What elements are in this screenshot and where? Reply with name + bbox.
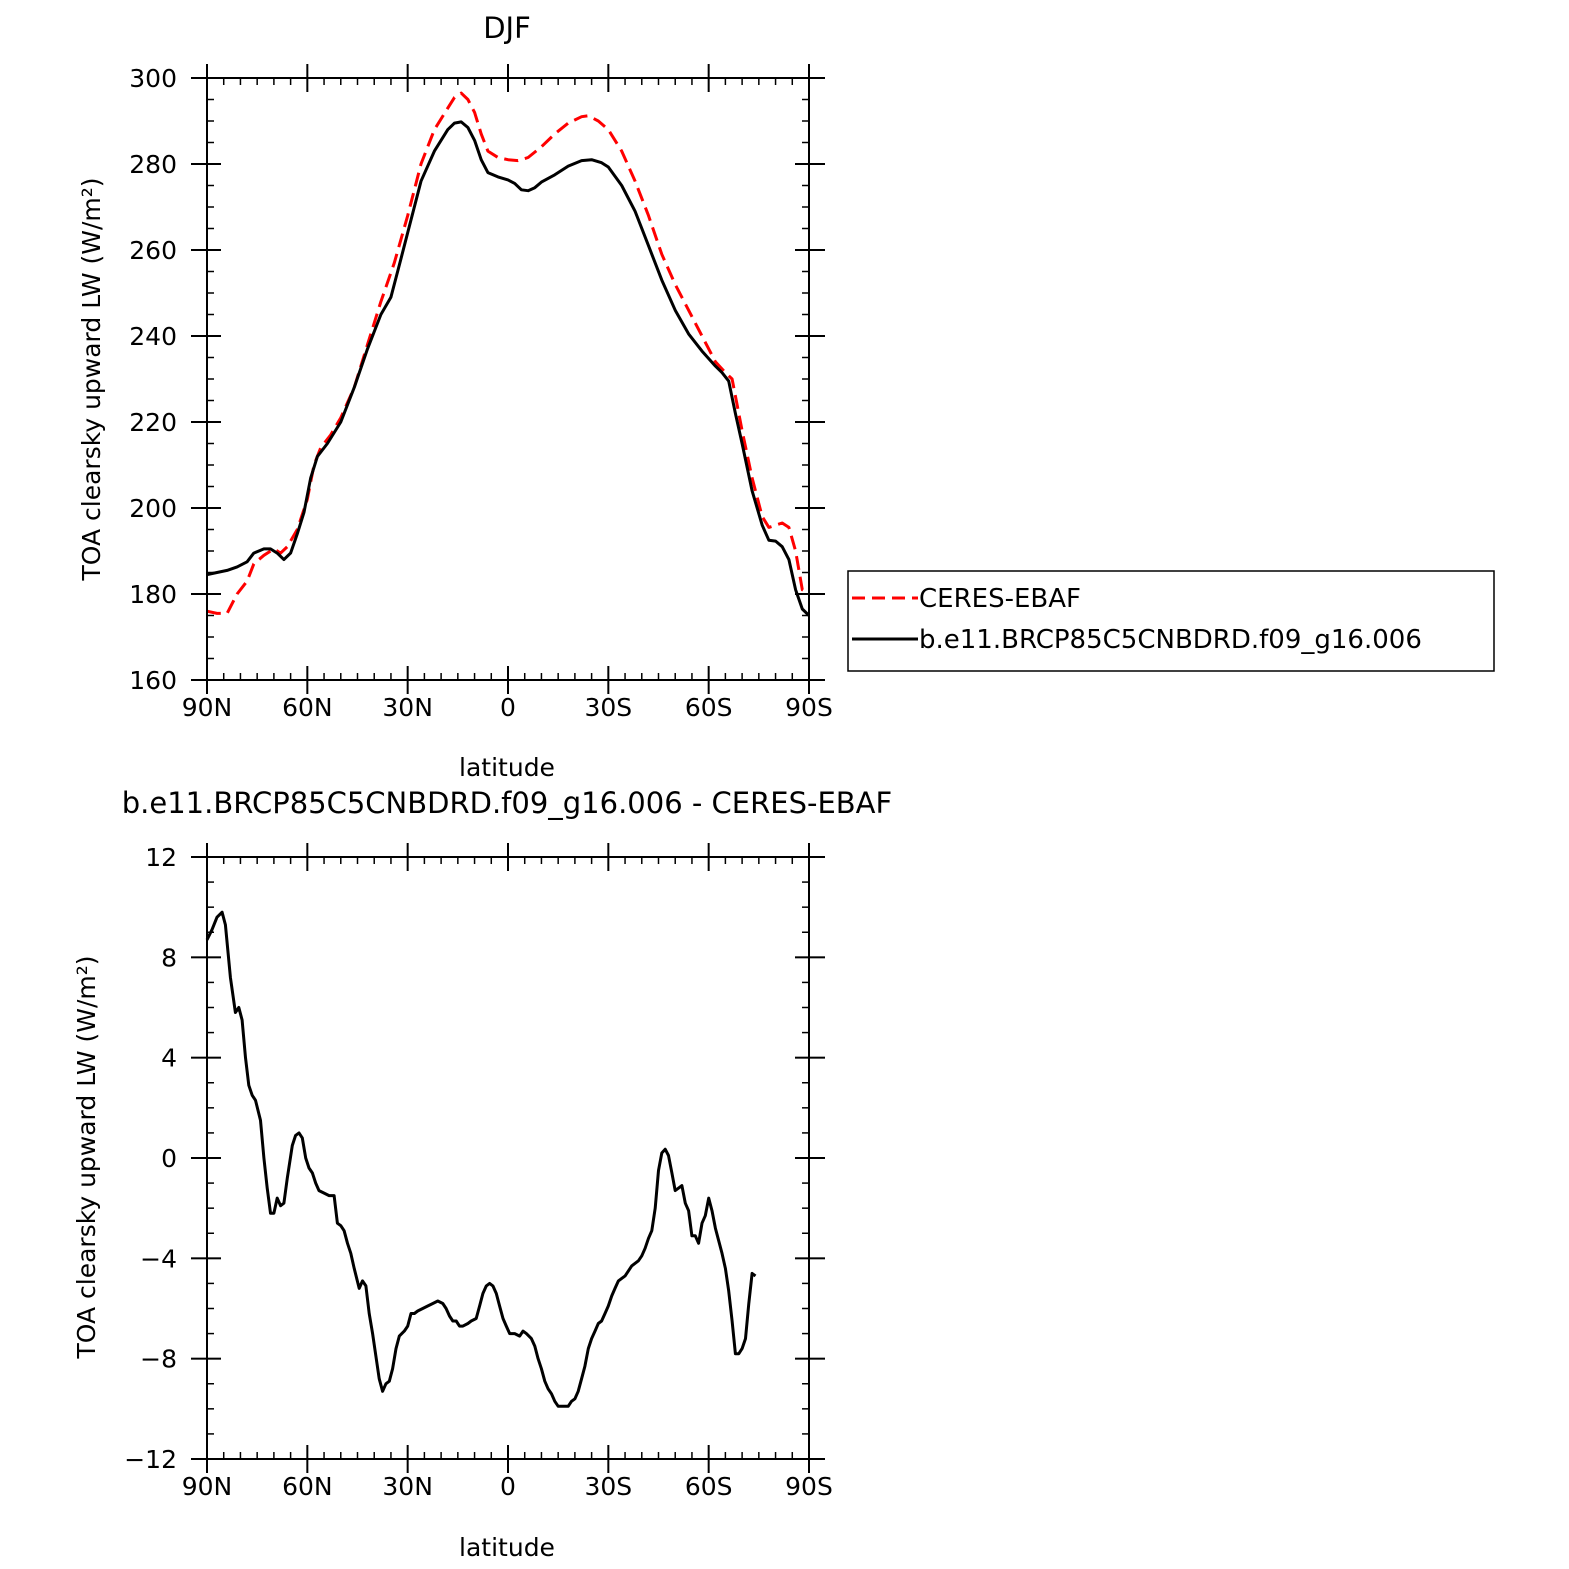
bottom-chart-ticks: 90N 60N 30N 0 30S 60S 90S −12 −8 −4 0 4 8 12 (124, 843, 833, 1501)
bottom-chart-xtick-label: 90N (182, 1472, 233, 1501)
bottom-chart-xtick-label: 60N (282, 1472, 333, 1501)
top-chart-ylabel: TOA clearsky upward LW (W/m²) (77, 177, 106, 581)
bottom-chart-lines (205, 910, 757, 1408)
legend-label-model: b.e11.BRCP85C5CNBDRD.f09_g16.006 (919, 625, 1422, 655)
top-chart-xtick-label: 0 (500, 693, 516, 722)
bottom-chart-ytick-label: 12 (145, 843, 177, 872)
top-chart-ytick-label: 200 (129, 494, 177, 523)
top-chart-lines (206, 91, 811, 617)
bottom-chart-ylabel: TOA clearsky upward LW (W/m²) (72, 955, 101, 1359)
bottom-chart-xlabel: latitude (459, 1533, 555, 1562)
top-chart-xtick-label: 30N (382, 693, 433, 722)
bottom-chart-xtick-label: 90S (785, 1472, 833, 1501)
bottom-chart-xtick-label: 60S (685, 1472, 733, 1501)
top-chart-frame (206, 77, 810, 681)
bottom-chart-xtick-label: 30N (382, 1472, 433, 1501)
bottom-chart-ytick-label: −4 (140, 1244, 177, 1273)
top-chart-ytick-label: 220 (129, 408, 177, 437)
top-chart: DJF TOA clearsky upward LW (W/m²) latitu… (77, 11, 833, 782)
bottom-chart-ytick-label: 8 (161, 943, 177, 972)
top-chart-ytick-label: 300 (129, 64, 177, 93)
legend-box (847, 570, 1495, 672)
top-chart-xtick-label: 90S (785, 693, 833, 722)
bottom-chart-ytick-label: 0 (161, 1144, 177, 1173)
top-chart-ytick-label: 240 (129, 322, 177, 351)
top-chart-xtick-label: 90N (182, 693, 233, 722)
top-chart-xlabel: latitude (459, 753, 555, 782)
top-chart-ytick-label: 280 (129, 150, 177, 179)
top-chart-ticks: 90N 60N 30N 0 30S 60S 90S 160 180 200 220 240 260 280… (129, 64, 833, 722)
bottom-chart-frame (206, 856, 810, 1460)
bottom-chart-ytick-label: 4 (161, 1044, 177, 1073)
legend: CERES-EBAF b.e11.BRCP85C5CNBDRD.f09_g16.… (847, 570, 1495, 672)
bottom-chart: b.e11.BRCP85C5CNBDRD.f09_g16.006 - CERES… (72, 786, 892, 1562)
bottom-chart-xtick-label: 30S (584, 1472, 632, 1501)
top-chart-ytick-label: 260 (129, 236, 177, 265)
bottom-chart-ytick-label: −8 (140, 1345, 177, 1374)
top-chart-xtick-label: 30S (584, 693, 632, 722)
bottom-chart-ytick-label: −12 (124, 1445, 177, 1474)
bottom-chart-title: b.e11.BRCP85C5CNBDRD.f09_g16.006 - CERES… (122, 786, 892, 820)
top-chart-ytick-label: 160 (129, 666, 177, 695)
top-chart-ytick-label: 180 (129, 580, 177, 609)
bottom-chart-xtick-label: 0 (500, 1472, 516, 1501)
legend-label-ceres: CERES-EBAF (919, 584, 1081, 614)
top-chart-series-line-1 (206, 120, 811, 617)
top-chart-title: DJF (483, 11, 531, 45)
top-chart-xtick-label: 60S (685, 693, 733, 722)
bottom-chart-series-line-0 (205, 910, 757, 1408)
top-chart-xtick-label: 60N (282, 693, 333, 722)
